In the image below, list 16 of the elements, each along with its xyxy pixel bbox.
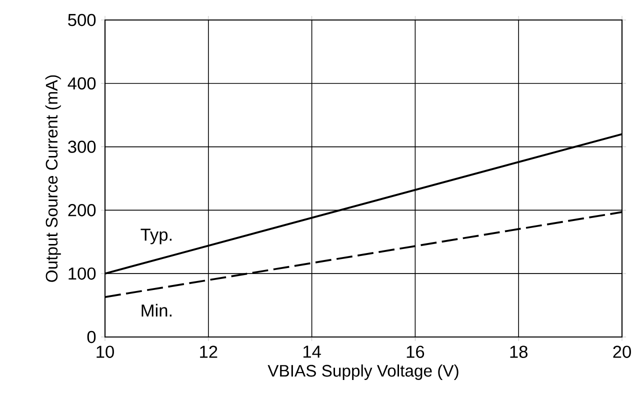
x-tick-label: 18 bbox=[510, 346, 528, 358]
series-label: Min. bbox=[142, 304, 172, 316]
y-tick-label: 300 bbox=[68, 140, 96, 153]
y-tick-label: 100 bbox=[68, 267, 96, 280]
series-label: Typ. bbox=[140, 228, 172, 244]
y-tick-label: 200 bbox=[68, 204, 96, 216]
y-axis-title: Output Source Current (mA) bbox=[45, 75, 61, 282]
x-axis-title: VBIAS Supply Voltage (V) bbox=[268, 364, 458, 380]
x-tick-label: 20 bbox=[613, 346, 631, 358]
y-tick-label: 0 bbox=[87, 330, 96, 344]
x-tick-label: 12 bbox=[200, 346, 218, 358]
x-tick-label: 14 bbox=[303, 346, 321, 358]
x-tick-label: 10 bbox=[96, 346, 114, 358]
x-tick-label: 16 bbox=[406, 346, 424, 358]
y-tick-label: 400 bbox=[68, 77, 96, 90]
y-tick-label: 500 bbox=[68, 14, 96, 26]
